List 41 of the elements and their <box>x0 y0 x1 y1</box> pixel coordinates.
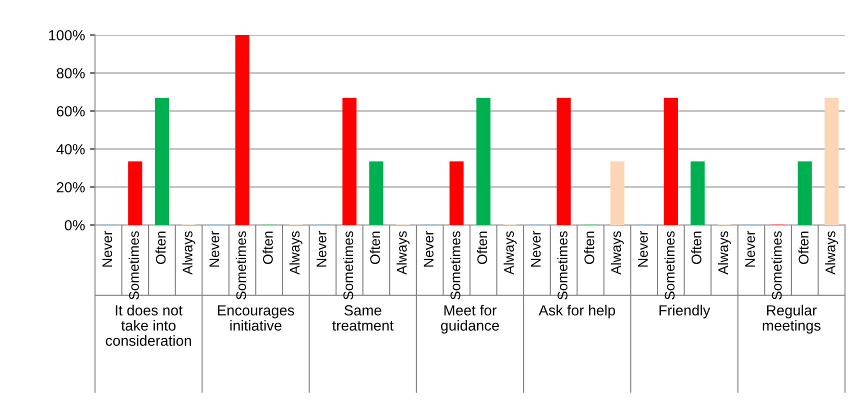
text: Sometimes <box>236 231 246 300</box>
text: Often <box>262 232 273 264</box>
y-tick-label: 0% <box>64 220 85 230</box>
text: Sometimes <box>450 231 460 300</box>
y-tick-label: 40% <box>56 144 85 154</box>
text: Never <box>424 230 434 267</box>
text: Never <box>745 230 755 267</box>
text: Always <box>610 231 624 275</box>
y-tick-label: 80% <box>56 68 85 78</box>
text: Never <box>102 230 112 267</box>
y-tick-label: 60% <box>56 106 85 116</box>
text: Always <box>182 231 196 275</box>
text: Often <box>156 232 166 264</box>
text: Often <box>691 232 702 264</box>
text: Always <box>825 231 838 275</box>
x-tick-label: Ask for help <box>538 304 616 318</box>
text: Sometimes <box>664 231 675 300</box>
text: Always <box>718 231 731 275</box>
text: Never <box>210 230 220 267</box>
text: Often <box>476 232 488 264</box>
text: Sometimes <box>557 231 568 300</box>
text: Sometimes <box>342 231 354 300</box>
text: Sometimes <box>128 231 139 300</box>
x-tick-label: Meet for guidance <box>441 304 499 334</box>
text: Always <box>289 231 302 275</box>
text: Often <box>584 232 594 264</box>
x-tick-label: Regular meetings <box>762 304 820 334</box>
text: Never <box>638 230 648 267</box>
text: Never <box>531 230 541 267</box>
x-tick-label: Same treatment <box>332 305 394 331</box>
text: Often <box>370 232 380 264</box>
text: Never <box>316 230 326 267</box>
x-tick-label: Friendly <box>660 304 710 318</box>
text: Always <box>396 231 410 275</box>
y-tick-label: 100% <box>49 30 85 40</box>
y-tick-label: 20% <box>56 182 85 192</box>
x-tick-label: Encourages initiative <box>218 305 294 331</box>
text: Often <box>798 232 809 264</box>
text: Sometimes <box>772 231 782 300</box>
text: Always <box>504 231 517 275</box>
x-tick-label: It does not take into consideration <box>106 304 191 346</box>
